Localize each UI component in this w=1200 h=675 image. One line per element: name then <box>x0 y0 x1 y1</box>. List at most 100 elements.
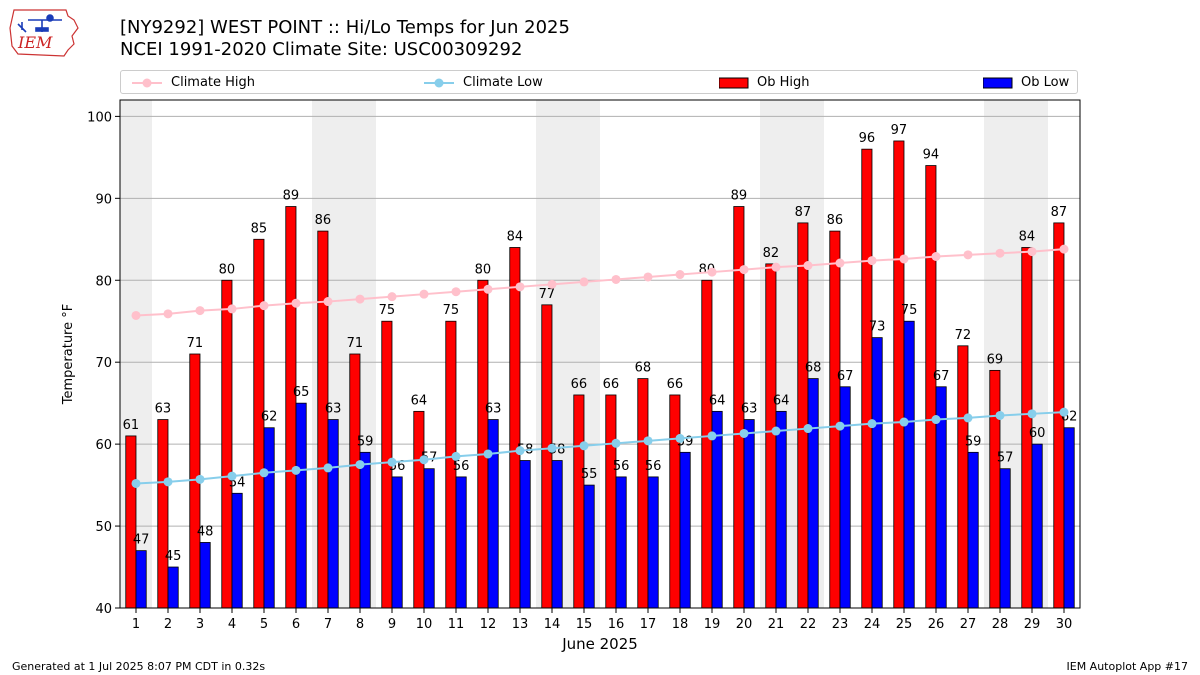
label-ob-low: 62 <box>261 410 278 425</box>
bar-ob-high <box>669 394 681 609</box>
point-climate-high <box>227 304 237 314</box>
point-climate-high <box>291 298 301 308</box>
point-climate-high <box>931 251 941 261</box>
point-climate-high <box>547 279 557 289</box>
x-tick-label: 4 <box>228 617 236 632</box>
x-tick-label: 9 <box>388 617 396 632</box>
bar-ob-low <box>775 410 787 609</box>
label-ob-high: 96 <box>859 131 876 146</box>
bar-ob-high <box>573 394 585 609</box>
point-climate-low <box>931 415 941 425</box>
bar-ob-high <box>221 279 233 609</box>
point-climate-low <box>707 431 717 441</box>
x-tick-label: 22 <box>800 617 817 632</box>
line-climate-low <box>135 411 1065 485</box>
generated-timestamp: Generated at 1 Jul 2025 8:07 PM CDT in 0… <box>12 660 266 673</box>
point-climate-high <box>451 287 461 297</box>
point-climate-high <box>867 256 877 266</box>
label-ob-low: 48 <box>197 524 214 539</box>
point-climate-high <box>259 301 269 311</box>
bar-ob-low <box>615 476 627 609</box>
bar-ob-high <box>477 279 489 609</box>
label-ob-low: 57 <box>997 451 1014 466</box>
label-ob-high: 86 <box>827 213 844 228</box>
bar-ob-high <box>317 230 329 609</box>
point-climate-low <box>899 417 909 427</box>
bar-ob-low <box>231 492 243 609</box>
label-ob-low: 65 <box>293 385 310 400</box>
y-tick-label: 40 <box>95 602 112 617</box>
bar-ob-high <box>157 419 169 609</box>
label-ob-high: 77 <box>539 287 556 302</box>
point-climate-low <box>163 477 173 487</box>
bar-ob-high <box>829 230 841 609</box>
y-axis-label: Temperature °F <box>61 304 76 405</box>
label-ob-high: 84 <box>507 229 524 244</box>
legend-label-ob-low: Ob Low <box>1021 75 1070 90</box>
label-ob-high: 72 <box>955 328 972 343</box>
point-climate-low <box>675 433 685 443</box>
y-tick-label: 90 <box>95 192 112 207</box>
bar-ob-low <box>551 460 563 609</box>
legend-marker-climate-low <box>424 78 454 88</box>
x-tick-label: 3 <box>196 617 204 632</box>
bar-ob-low <box>167 566 179 609</box>
x-axis-label: June 2025 <box>561 635 638 653</box>
bar-ob-high <box>797 222 809 609</box>
x-tick-label: 5 <box>260 617 268 632</box>
x-tick-label: 23 <box>832 617 849 632</box>
legend-label-climate-low: Climate Low <box>463 75 543 90</box>
point-climate-high <box>611 274 621 284</box>
y-tick-label: 100 <box>87 110 112 125</box>
point-climate-high <box>675 270 685 280</box>
x-tick-label: 21 <box>768 617 785 632</box>
label-ob-low: 59 <box>357 434 374 449</box>
point-climate-low <box>803 424 813 434</box>
label-ob-low: 59 <box>965 434 982 449</box>
bar-ob-low <box>743 419 755 609</box>
legend-marker-ob-high <box>719 77 749 89</box>
point-climate-low <box>995 410 1005 420</box>
legend-label-ob-high: Ob High <box>757 75 810 90</box>
point-climate-high <box>355 294 365 304</box>
plot-frame <box>119 99 1081 609</box>
bar-ob-high <box>605 394 617 609</box>
bar-ob-low <box>327 419 339 609</box>
point-climate-high <box>835 258 845 268</box>
app-credit: IEM Autoplot App #17 <box>1066 660 1189 673</box>
label-ob-low: 56 <box>613 459 630 474</box>
title-line-2: NCEI 1991-2020 Climate Site: USC00309292 <box>120 39 523 60</box>
point-climate-low <box>579 441 589 451</box>
point-climate-low <box>451 451 461 461</box>
label-ob-low: 67 <box>933 369 950 384</box>
bar-ob-low <box>423 468 435 609</box>
point-climate-low <box>611 438 621 448</box>
label-ob-high: 85 <box>251 221 268 236</box>
x-tick-label: 16 <box>608 617 625 632</box>
bar-ob-low <box>839 386 851 609</box>
bar-ob-low <box>199 542 211 609</box>
label-ob-high: 66 <box>667 377 684 392</box>
bar-ob-low <box>359 451 371 609</box>
label-ob-high: 66 <box>571 377 588 392</box>
point-climate-high <box>1027 247 1037 257</box>
x-tick-label: 19 <box>704 617 721 632</box>
x-tick-label: 14 <box>544 617 561 632</box>
bar-ob-low <box>455 476 467 609</box>
label-ob-low: 75 <box>901 303 918 318</box>
y-tick-label: 60 <box>95 438 112 453</box>
label-ob-low: 63 <box>485 402 502 417</box>
label-ob-high: 87 <box>1051 205 1068 220</box>
bar-ob-low <box>391 476 403 609</box>
label-ob-low: 63 <box>741 402 758 417</box>
label-ob-high: 75 <box>379 303 396 318</box>
x-tick-label: 17 <box>640 617 657 632</box>
point-climate-low <box>227 471 237 481</box>
x-tick-label: 13 <box>512 617 529 632</box>
point-climate-high <box>515 282 525 292</box>
y-tick-label: 50 <box>95 520 112 535</box>
bar-ob-high <box>989 369 1001 609</box>
point-climate-low <box>739 428 749 438</box>
legend-marker-ob-low <box>983 77 1013 89</box>
